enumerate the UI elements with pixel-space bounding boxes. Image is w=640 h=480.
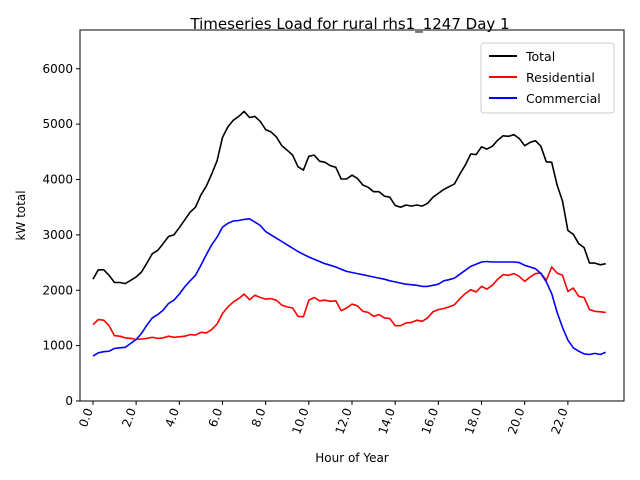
legend: Total Residential Commercial <box>480 42 615 114</box>
plot-area-frame <box>79 29 625 402</box>
x-tick-label: 2.0 <box>119 406 139 429</box>
x-axis-label: Hour of Year <box>315 451 389 465</box>
x-tick-label: 4.0 <box>162 406 182 429</box>
legend-label-residential: Residential <box>526 70 595 85</box>
x-tick-label: 6.0 <box>206 406 226 429</box>
chart-title: Timeseries Load for rural rhs1_1247 Day … <box>189 15 509 34</box>
series-line-total <box>92 110 606 285</box>
x-axis-ticks: 0.0 2.0 4.0 6.0 8.0 10.0 12.0 14.0 16.0 18.0 20.0 2… <box>76 401 571 436</box>
y-tick-label: 0 <box>65 394 73 408</box>
y-tick-label: 3000 <box>42 228 73 242</box>
y-tick-label: 2000 <box>42 283 73 297</box>
y-tick-label: 4000 <box>42 173 73 187</box>
x-tick-label: 0.0 <box>76 406 96 429</box>
series-layer <box>92 110 607 357</box>
series-line-commercial <box>92 218 607 357</box>
legend-label-total: Total <box>525 49 555 64</box>
y-tick-label: 1000 <box>42 339 73 353</box>
series-line-residential <box>92 266 606 341</box>
y-tick-label: 6000 <box>42 62 73 76</box>
y-axis-label: kW total <box>14 190 28 240</box>
y-tick-label: 5000 <box>42 117 73 131</box>
legend-box <box>480 42 615 114</box>
x-tick-label: 8.0 <box>249 406 269 429</box>
legend-label-commercial: Commercial <box>526 91 601 106</box>
y-axis-ticks: 0 1000 2000 3000 4000 5000 6000 <box>42 62 80 408</box>
